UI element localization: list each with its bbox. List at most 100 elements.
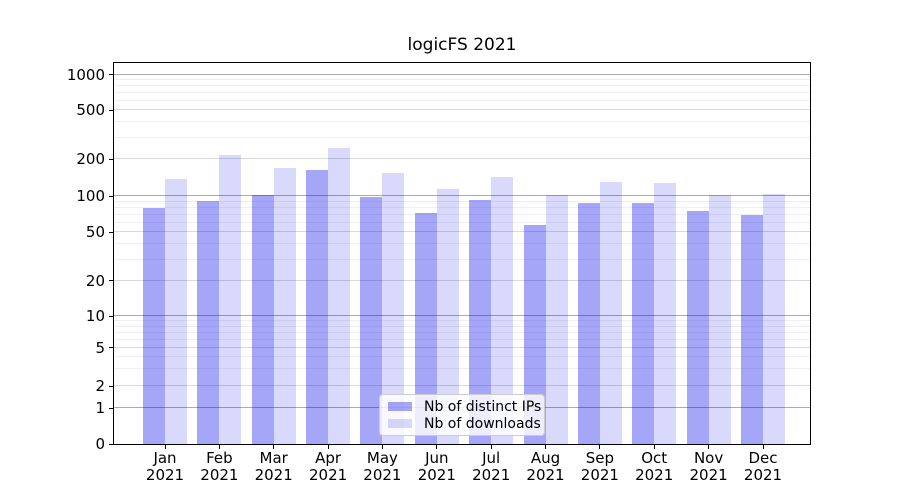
x-tick-label-mar: Mar 2021 [245,450,303,484]
gridline-y-3 [114,368,810,370]
gridline-y-500 [114,109,810,111]
x-label-year: 2021 [743,466,783,484]
x-label-month: Jan [153,449,177,467]
x-label-month: Feb [206,449,233,467]
y-tickmark-10 [109,315,113,317]
bar-nb-of-downloads-feb-2021 [219,154,242,444]
bar-nb-of-distinct-ips-oct-2021 [632,203,655,444]
gridline-y-800 [114,85,810,87]
y-tickmark-500 [109,109,113,111]
legend-swatch-nb-of-distinct-ips [388,402,412,411]
x-tickmark-sep [599,445,601,449]
y-tickmark-0 [109,443,113,445]
y-tick-label-50: 50 [85,223,105,242]
y-tick-label-500: 500 [76,101,105,120]
x-label-year: 2021 [635,466,674,484]
bar-nb-of-downloads-apr-2021 [328,148,351,444]
bar-nb-of-downloads-may-2021 [382,172,405,444]
y-tickmark-200 [109,158,113,160]
bar-nb-of-downloads-jan-2021 [165,179,187,444]
y-tickmark-1000 [109,74,113,76]
legend-item-nb-of-downloads: Nb of downloads [388,416,541,432]
x-label-year: 2021 [689,466,728,484]
gridline-y-5 [114,346,810,348]
bar-nb-of-downloads-aug-2021 [545,195,568,444]
legend-swatch-nb-of-downloads [388,419,412,428]
x-tickmark-dec [762,445,764,449]
y-tick-label-20: 20 [85,271,105,290]
x-label-month: Aug [530,449,561,467]
x-tickmark-oct [653,445,655,449]
y-tickmark-20 [109,280,113,282]
x-label-month: Sep [585,449,615,467]
x-label-year: 2021 [254,466,293,484]
bar-nb-of-distinct-ips-jun-2021 [414,212,437,444]
gridline-y-10 [114,315,810,317]
legend-item-nb-of-distinct-ips: Nb of distinct IPs [388,399,541,415]
bar-nb-of-downloads-mar-2021 [273,167,296,444]
x-tick-label-apr: Apr 2021 [299,450,357,484]
y-tick-label-0: 0 [95,435,105,453]
gridline-y-1000 [114,73,810,75]
y-tick-label-1: 1 [95,399,105,418]
y-tick-label-10: 10 [85,307,105,326]
y-tickmark-5 [109,347,113,349]
bar-nb-of-distinct-ips-jul-2021 [469,200,492,444]
x-label-year: 2021 [363,466,402,484]
x-tickmark-may [381,445,383,449]
gridline-y-700 [114,92,810,93]
y-tick-label-200: 200 [76,150,105,169]
x-tick-label-feb: Feb 2021 [190,450,248,484]
bar-nb-of-downloads-oct-2021 [654,182,677,444]
bar-nb-of-downloads-jun-2021 [436,188,459,444]
gridline-y-400 [114,121,810,122]
gridline-y-80 [114,206,810,208]
x-tick-label-nov: Nov 2021 [680,450,738,484]
x-label-year: 2021 [526,466,565,484]
x-label-month: Jul [482,449,501,467]
x-label-month: Jun [425,449,449,467]
x-label-year: 2021 [145,466,185,484]
legend-label-nb-of-downloads: Nb of downloads [424,415,541,432]
x-label-month: Apr [315,449,342,467]
y-tickmark-50 [109,231,113,233]
gridline-y-9 [114,320,810,322]
x-label-month: Mar [259,449,288,467]
x-tickmark-nov [708,445,710,449]
x-tickmark-mar [273,445,275,449]
gridline-y-600 [114,99,810,101]
legend: Nb of distinct IPs Nb of downloads [379,394,545,436]
bar-nb-of-distinct-ips-feb-2021 [197,200,220,444]
legend-label-nb-of-distinct-ips: Nb of distinct IPs [424,398,542,415]
gridline-y-20 [114,279,810,281]
x-label-year: 2021 [472,466,511,484]
x-label-year: 2021 [200,466,239,484]
x-tickmark-aug [545,445,546,449]
x-label-month: Dec [748,449,778,467]
bar-nb-of-distinct-ips-sep-2021 [577,203,600,444]
gridline-y-7 [114,331,810,333]
y-tick-label-2: 2 [95,377,105,396]
x-tickmark-jan [164,445,166,449]
x-label-year: 2021 [417,466,456,484]
y-tickmark-2 [109,385,113,387]
y-tick-label-1000: 1000 [66,65,105,84]
y-tickmark-100 [109,195,113,197]
bar-nb-of-distinct-ips-dec-2021 [741,214,763,444]
bar-nb-of-distinct-ips-may-2021 [360,196,383,444]
x-tick-label-aug: Aug 2021 [517,450,575,484]
x-label-year: 2021 [309,466,348,484]
x-tick-label-jan: Jan 2021 [136,450,194,484]
x-tickmark-feb [218,445,220,449]
gridline-y-30 [114,258,810,260]
x-tick-label-oct: Oct 2021 [625,450,683,484]
chart-title: logicFS 2021 [407,35,517,55]
gridline-y-70 [114,213,810,215]
bar-nb-of-distinct-ips-nov-2021 [686,211,709,444]
bar-nb-of-downloads-sep-2021 [599,182,622,444]
gridline-y-2 [114,385,810,387]
gridline-y-40 [114,243,810,245]
plot-area [113,62,811,445]
gridline-y-900 [114,79,810,81]
